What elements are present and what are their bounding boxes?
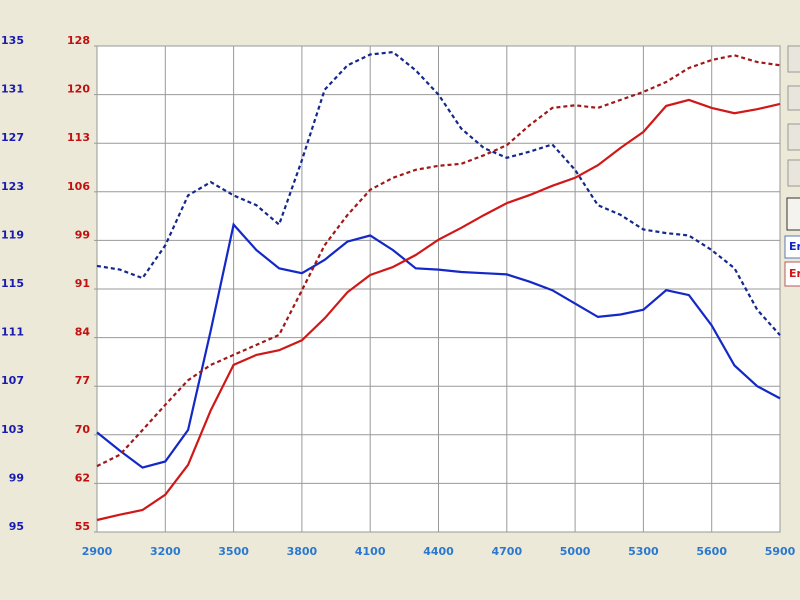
y-tick-label: 103	[1, 423, 24, 436]
y-tick-label: 107	[1, 374, 24, 387]
y2-tick-label: 84	[75, 326, 91, 339]
series-line	[96, 222, 781, 469]
field-label: Er	[789, 267, 800, 280]
button[interactable]	[786, 197, 800, 231]
y2-tick-label: 77	[75, 374, 90, 387]
y2-tick-label: 55	[75, 520, 90, 533]
y2-tick-label: 120	[67, 83, 90, 96]
side-panel: Er Er	[784, 45, 800, 287]
y-tick-label: 99	[9, 471, 24, 484]
y-tick-label: 131	[1, 83, 24, 96]
y2-tick-label: 91	[75, 277, 90, 290]
y2-tick-label: 99	[75, 228, 90, 241]
x-tick-label: 4100	[355, 545, 386, 558]
y-tick-label: 119	[1, 228, 24, 241]
series-line	[96, 98, 781, 522]
x-tick-label: 3200	[150, 545, 181, 558]
x-tick-label: 4400	[423, 545, 454, 558]
y-tick-label: 115	[1, 277, 24, 290]
button[interactable]	[787, 85, 800, 111]
field[interactable]	[784, 235, 800, 259]
y2-tick-label: 62	[75, 471, 90, 484]
x-tick-label: 2900	[82, 545, 113, 558]
x-tick-label: 5300	[628, 545, 659, 558]
button[interactable]	[787, 123, 800, 151]
x-tick-label: 4700	[491, 545, 522, 558]
series-line	[96, 54, 781, 468]
y-tick-label: 95	[9, 520, 24, 533]
field-label: Er	[789, 240, 800, 253]
x-tick-label: 5900	[765, 545, 796, 558]
y2-tick-label: 106	[67, 180, 90, 193]
button[interactable]	[787, 159, 800, 187]
x-tick-label: 5600	[696, 545, 727, 558]
y-tick-label: 135	[1, 34, 24, 47]
series-line	[96, 50, 781, 336]
y2-tick-label: 113	[67, 131, 90, 144]
field[interactable]	[784, 261, 800, 287]
button[interactable]	[787, 45, 800, 73]
x-tick-label: 3800	[287, 545, 318, 558]
y2-tick-label: 128	[67, 34, 90, 47]
y-tick-label: 111	[1, 326, 24, 339]
y-tick-label: 123	[1, 180, 24, 193]
x-tick-label: 3500	[218, 545, 249, 558]
x-tick-label: 5000	[560, 545, 591, 558]
y2-tick-label: 70	[75, 423, 91, 436]
y-tick-label: 127	[1, 131, 24, 144]
